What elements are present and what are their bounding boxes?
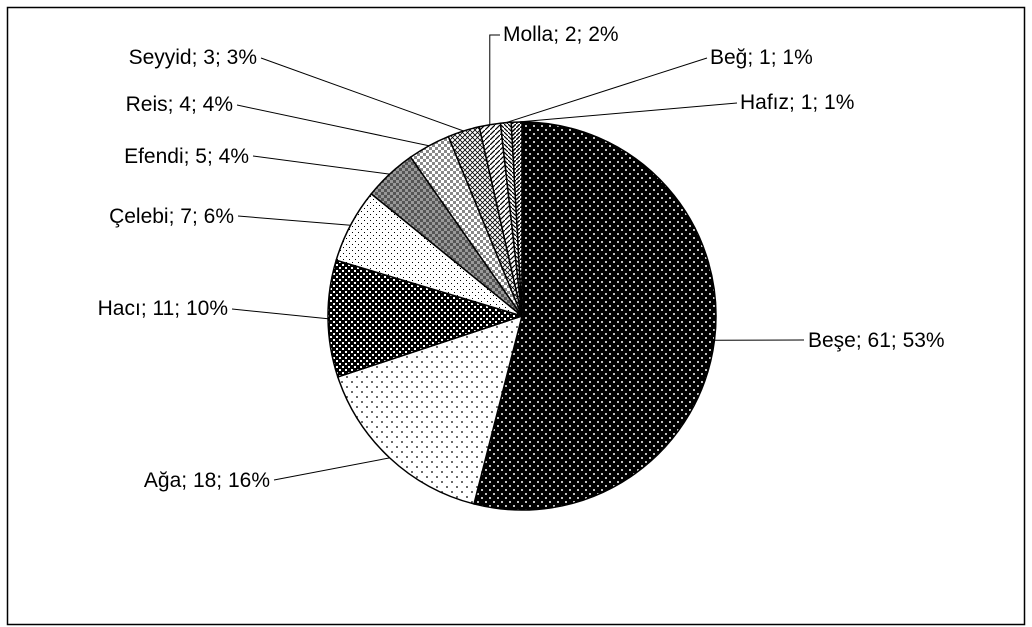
label-part: 1% [782,46,812,69]
label-part: ; [553,23,565,46]
slice-label: Çelebi; 7; 6% [109,205,234,228]
label-part: ; [789,91,801,114]
label-part: ; [856,329,868,352]
label-part: Ağa [144,469,182,492]
label-part: 10% [186,297,228,320]
label-part: ; [184,145,196,168]
slice-label: Seyyid; 3; 3% [129,46,257,69]
label-part: ; [216,469,228,492]
label-part: 53% [903,329,945,352]
label-part: ; [192,205,204,228]
label-part: 1% [824,91,854,114]
slice-label: Reis; 4; 4% [126,93,233,116]
label-part: 5 [195,145,207,168]
pie-slice [336,314,524,505]
label-part: ; [141,297,153,320]
label-part: ; [192,46,204,69]
pie-slice [327,259,525,378]
label-part: Reis [126,93,168,116]
pie-slice [473,121,717,511]
label-part: Molla [503,23,554,46]
label-part: Seyyid [129,46,192,69]
label-part: Çelebi [109,205,169,228]
label-part: 2 [565,23,577,46]
label-part: ; [181,469,193,492]
label-part: ; [771,46,783,69]
label-part: ; [207,145,219,168]
label-part: Hafız [740,91,789,114]
label-part: ; [191,93,203,116]
label-part: Efendi [124,145,184,168]
leader-line [231,308,329,320]
slice-label: Hacı; 11; 10% [98,297,228,320]
leader-line [516,102,738,123]
label-part: 4 [179,93,191,116]
leader-line [236,104,430,147]
slice-label: Efendi; 5; 4% [124,145,249,168]
label-part: ; [812,91,824,114]
label-part: 11 [152,297,174,320]
label-part: 3% [227,46,257,69]
label-part: 1 [801,91,813,114]
leader-line [252,155,390,175]
label-part: 3 [203,46,215,69]
leader-line [505,57,708,124]
label-part: Hacı [98,297,141,320]
label-part: 7 [180,205,192,228]
label-part: ; [169,205,181,228]
label-part: 4% [219,145,249,168]
label-part: 61 [868,329,891,352]
label-part: 18 [193,469,216,492]
slice-label: Molla; 2; 2% [503,23,619,46]
leader-line [237,215,351,226]
label-part: ; [215,46,227,69]
label-part: Beğ [710,46,747,69]
label-part: ; [168,93,180,116]
label-part: 16% [228,469,270,492]
label-part: Beşe [808,329,856,352]
leader-line [260,57,464,132]
label-part: 6% [204,205,234,228]
label-part: 1 [759,46,771,69]
label-part: ; [747,46,759,69]
label-part: 4% [203,93,233,116]
label-part: ; [577,23,589,46]
leader-line [489,34,500,125]
slice-label: Hafız; 1; 1% [740,91,854,114]
leader-line [273,457,390,481]
slice-label: Beğ; 1; 1% [710,46,813,69]
slice-label: Ağa; 18; 16% [144,469,270,492]
slice-label: Beşe; 61; 53% [808,329,945,352]
label-part: 2% [588,23,618,46]
label-part: ; [174,297,186,320]
label-part: ; [891,329,903,352]
